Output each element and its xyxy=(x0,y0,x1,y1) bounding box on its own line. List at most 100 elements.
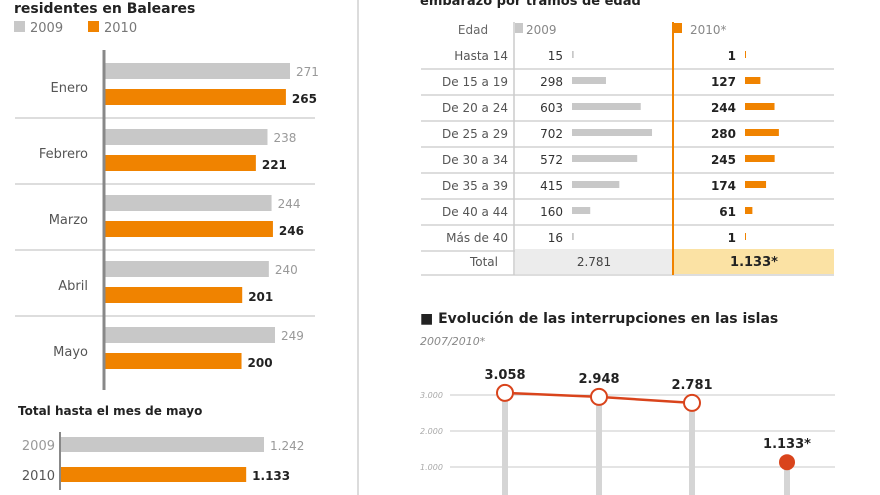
value-2009: 15 xyxy=(548,49,563,63)
bar-2010 xyxy=(105,221,273,237)
bar-2010 xyxy=(745,77,761,84)
bar-label-2010: 201 xyxy=(248,290,273,304)
value-2009: 16 xyxy=(548,231,563,245)
total-2009: 2.781 xyxy=(577,255,611,269)
data-label: 2.781 xyxy=(671,378,712,393)
square-bullet-icon: ■ xyxy=(420,311,439,327)
data-point xyxy=(590,387,608,406)
data-point xyxy=(496,383,514,402)
value-2010: 174 xyxy=(711,179,736,193)
value-2010: 1 xyxy=(728,49,736,63)
y-tick-label: 3.000 xyxy=(420,391,443,400)
bar-2009 xyxy=(572,233,574,240)
data-label: 1.133* xyxy=(763,437,811,452)
column-header-2010: 2010* xyxy=(690,23,727,37)
bar-2009 xyxy=(105,195,272,211)
total-year-label: 2009 xyxy=(22,439,55,454)
age-label: De 15 a 19 xyxy=(442,75,508,89)
age-label: De 35 a 39 xyxy=(442,179,508,193)
total-bar-label: 1.133 xyxy=(252,469,290,483)
column-header-2009: 2009 xyxy=(526,23,557,37)
legend-swatch-2010 xyxy=(88,21,99,32)
bar-2009 xyxy=(572,77,606,84)
month-label: Febrero xyxy=(39,147,88,162)
bar-2009 xyxy=(572,207,591,214)
total-bar xyxy=(61,437,264,452)
value-2009: 572 xyxy=(540,153,563,167)
bar-label-2009: 249 xyxy=(281,329,304,343)
monthly-chart-title: residentes en Baleares xyxy=(14,1,196,17)
bar-2009 xyxy=(572,129,653,136)
age-label: De 40 a 44 xyxy=(442,205,508,219)
line-chart-title-text: Evolución de las interrupciones en las i… xyxy=(438,311,779,327)
value-2010: 244 xyxy=(711,101,736,115)
legend-label-2009: 2009 xyxy=(30,21,63,36)
bar-2010 xyxy=(105,89,286,105)
bar-2009 xyxy=(105,261,269,277)
value-2010: 61 xyxy=(719,205,736,219)
total-cell-2010 xyxy=(674,249,834,274)
bar-2010 xyxy=(745,103,775,110)
value-2010: 127 xyxy=(711,75,736,89)
bar-2009 xyxy=(572,51,574,58)
bar-label-2010: 221 xyxy=(262,158,287,172)
age-label: De 25 a 29 xyxy=(442,127,508,141)
bar-2010 xyxy=(745,129,779,136)
legend-swatch-2009 xyxy=(14,21,25,32)
legend-label-2010: 2010 xyxy=(104,21,137,36)
bar-2009 xyxy=(105,129,268,145)
data-point xyxy=(683,393,701,412)
legend-swatch-2010 xyxy=(674,23,682,33)
age-label: Hasta 14 xyxy=(454,49,508,63)
age-label: De 20 a 24 xyxy=(442,101,508,115)
data-label: 3.058 xyxy=(484,368,525,383)
total-bar xyxy=(61,467,247,482)
bar-2010 xyxy=(745,51,746,58)
bar-label-2009: 240 xyxy=(275,263,298,277)
data-point xyxy=(779,454,795,471)
bar-2010 xyxy=(745,233,746,240)
total-label: Total xyxy=(469,255,498,269)
value-2009: 160 xyxy=(540,205,563,219)
bar-2010 xyxy=(745,181,767,188)
bar-label-2010: 246 xyxy=(279,224,304,238)
bar-2010 xyxy=(105,155,256,171)
month-label: Mayo xyxy=(53,345,88,360)
data-label: 2.948 xyxy=(578,372,619,387)
legend-swatch-2009 xyxy=(515,23,523,33)
age-label: Más de 40 xyxy=(446,231,508,245)
bar-2009 xyxy=(572,181,620,188)
bar-label-2009: 238 xyxy=(273,131,296,145)
bar-2009 xyxy=(572,155,638,162)
month-label: Abril xyxy=(58,279,88,294)
value-2009: 415 xyxy=(540,179,563,193)
total-year-label: 2010 xyxy=(22,469,55,484)
value-2010: 280 xyxy=(711,127,736,141)
y-tick-label: 1.000 xyxy=(420,463,443,472)
line-chart-title: ■ Evolución de las interrupciones en las… xyxy=(420,311,778,327)
total-2010: 1.133* xyxy=(730,255,778,270)
bar-2010 xyxy=(105,353,242,369)
value-2009: 298 xyxy=(540,75,563,89)
value-2010: 1 xyxy=(728,231,736,245)
month-label: Enero xyxy=(51,81,89,96)
bar-label-2009: 271 xyxy=(296,65,319,79)
bar-2009 xyxy=(105,63,290,79)
bar-2010 xyxy=(745,155,775,162)
bar-2009 xyxy=(572,103,641,110)
value-2010: 245 xyxy=(711,153,736,167)
total-bar-label: 1.242 xyxy=(270,439,304,453)
y-tick-label: 2.000 xyxy=(420,427,443,436)
column-header-edad: Edad xyxy=(458,23,488,37)
bar-label-2010: 265 xyxy=(292,92,317,106)
bar-2010 xyxy=(105,287,243,303)
bar-label-2009: 244 xyxy=(278,197,301,211)
bar-2010 xyxy=(745,207,753,214)
line-chart-subtitle: 2007/2010* xyxy=(420,335,486,348)
table-title: embarazo por tramos de edad xyxy=(420,0,641,9)
bar-label-2010: 200 xyxy=(248,356,273,370)
month-label: Marzo xyxy=(49,213,88,228)
total-chart-title: Total hasta el mes de mayo xyxy=(18,404,203,418)
total-cell-2009 xyxy=(515,249,673,274)
